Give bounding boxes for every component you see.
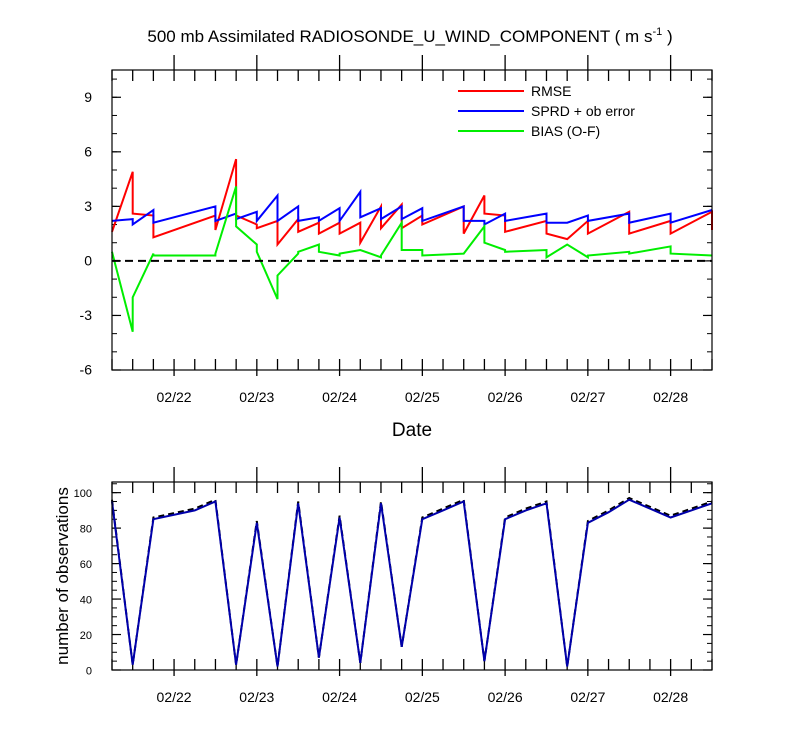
top-plot-frame — [111, 69, 713, 371]
x-tick-label: 02/26 — [488, 389, 523, 405]
y-tick-label: -3 — [80, 307, 93, 323]
legend-label: BIAS (O-F) — [531, 123, 600, 139]
top-axes: 02/22 02/23 02/24 02/25 02/26 02/27 02/28 -6 -3 0… — [80, 55, 713, 405]
x-tick-label: 02/28 — [653, 389, 688, 405]
x-tick-label: 02/27 — [570, 389, 605, 405]
series-line-bias-o-f — [111, 186, 713, 333]
top-panel: 02/22 02/23 02/24 02/25 02/26 02/27 02/28 -6 -3 0… — [80, 55, 713, 441]
y-tick-label: 20 — [80, 630, 92, 642]
bottom-plot-frame — [111, 481, 713, 671]
y-tick-label: 100 — [74, 488, 92, 500]
x-tick-label: 02/28 — [653, 689, 688, 705]
series-line-rmse — [111, 158, 713, 248]
y-tick-label: 6 — [84, 143, 92, 159]
series-line-observations-assimilated — [111, 498, 713, 667]
legend-label: RMSE — [531, 83, 571, 99]
y-tick-label: 40 — [80, 595, 92, 607]
x-tick-label: 02/22 — [157, 389, 192, 405]
x-tick-label: 02/22 — [157, 689, 192, 705]
x-tick-label: 02/23 — [239, 689, 274, 705]
top-series-group — [111, 158, 713, 333]
y-tick-label: 9 — [84, 89, 92, 105]
x-tick-label: 02/24 — [322, 389, 357, 405]
y-axis-label: number of observations — [53, 487, 72, 665]
legend: RMSE SPRD + ob error BIAS (O-F) — [458, 83, 635, 139]
y-tick-label: 3 — [84, 198, 92, 214]
x-tick-label: 02/26 — [488, 689, 523, 705]
bottom-axes: 02/22 02/23 02/24 02/25 02/26 02/27 02/28 0 20 40… — [74, 467, 713, 705]
legend-label: SPRD + ob error — [531, 103, 635, 119]
y-tick-label: -6 — [80, 362, 93, 378]
y-tick-label: 0 — [84, 252, 92, 268]
x-tick-label: 02/24 — [322, 689, 357, 705]
y-tick-label: 80 — [80, 524, 92, 536]
bottom-series-group — [111, 496, 713, 667]
y-tick-label: 60 — [80, 559, 92, 571]
x-axis-label: Date — [392, 420, 432, 441]
bottom-panel: 02/22 02/23 02/24 02/25 02/26 02/27 02/28 0 20 40… — [53, 467, 713, 705]
y-tick-label: 0 — [86, 666, 92, 678]
chart-title: 500 mb Assimilated RADIOSONDE_U_WIND_COM… — [147, 26, 672, 46]
x-tick-label: 02/25 — [405, 389, 440, 405]
x-tick-label: 02/27 — [570, 689, 605, 705]
x-tick-label: 02/25 — [405, 689, 440, 705]
x-tick-label: 02/23 — [239, 389, 274, 405]
